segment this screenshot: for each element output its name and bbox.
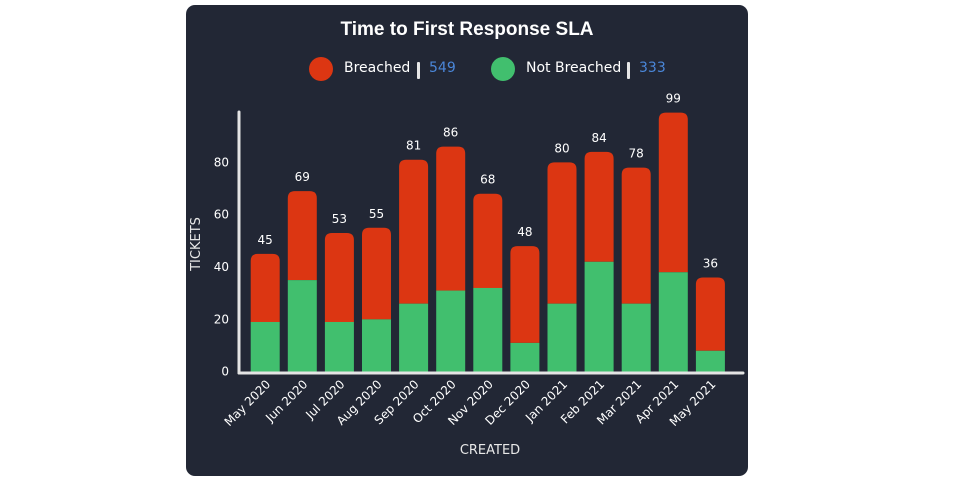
bar-not-breached[interactable] (584, 261, 614, 372)
bar-total-label: 68 (480, 173, 495, 187)
legend-not-breached-marker[interactable] (491, 57, 515, 81)
legend: Breached 549 Not Breached 333 (186, 57, 748, 83)
bar-total-label: 45 (258, 233, 273, 247)
bar-total-label: 36 (703, 256, 718, 270)
bar-breached[interactable] (658, 112, 688, 273)
bar-not-breached[interactable] (287, 280, 317, 372)
chart-title: Time to First Response SLA (340, 19, 594, 40)
bars-group (250, 112, 725, 372)
y-tick-labels: 0 20 40 60 80 (214, 155, 229, 378)
bar-total-label: 69 (295, 170, 310, 184)
y-tick-label: 40 (214, 260, 229, 274)
bar-total-label: 80 (554, 141, 569, 155)
x-tick-label: May 2020 (222, 377, 274, 429)
bar-breached[interactable] (584, 151, 614, 262)
bar-total-label: 55 (369, 207, 384, 221)
bar-breached[interactable] (510, 246, 540, 343)
y-tick-label: 60 (214, 208, 229, 222)
value-labels: 45 69 53 55 81 86 68 48 80 84 78 99 36 (258, 92, 718, 271)
y-tick-label: 20 (214, 312, 229, 326)
bar-total-label: 84 (591, 131, 606, 145)
bar-total-label: 86 (443, 126, 458, 140)
chart-card: Time to First Response SLA Breached 549 … (186, 5, 748, 476)
bar-not-breached[interactable] (510, 342, 540, 372)
y-axis-title: TICKETS (189, 217, 204, 272)
bar-breached[interactable] (436, 146, 466, 291)
bar-breached[interactable] (399, 159, 429, 304)
bar-total-label: 53 (332, 212, 347, 226)
legend-breached-marker[interactable] (309, 57, 333, 81)
bar-not-breached[interactable] (436, 290, 466, 372)
bar-total-label: 48 (517, 225, 532, 239)
bar-total-label: 78 (629, 147, 644, 161)
legend-breached-label[interactable]: Breached (344, 60, 411, 76)
bar-not-breached[interactable] (324, 321, 354, 372)
bar-not-breached[interactable] (399, 303, 429, 372)
legend-not-breached-count: 333 (639, 60, 666, 76)
bar-not-breached[interactable] (695, 350, 725, 372)
bar-breached[interactable] (287, 191, 317, 281)
bar-breached[interactable] (250, 253, 280, 322)
bar-breached[interactable] (547, 162, 577, 304)
bar-total-label: 81 (406, 139, 421, 153)
y-tick-label: 80 (214, 155, 229, 169)
bar-not-breached[interactable] (621, 303, 651, 372)
bar-not-breached[interactable] (473, 287, 503, 372)
bar-not-breached[interactable] (362, 319, 391, 372)
bar-breached[interactable] (621, 167, 651, 304)
bar-not-breached[interactable] (547, 303, 577, 372)
legend-separator (417, 62, 420, 79)
legend-separator (627, 62, 630, 79)
bar-total-label: 99 (666, 92, 681, 106)
bar-not-breached[interactable] (250, 321, 280, 372)
legend-not-breached-label[interactable]: Not Breached (526, 60, 622, 76)
bar-not-breached[interactable] (658, 272, 688, 372)
x-axis-title: CREATED (460, 443, 520, 458)
bar-breached[interactable] (362, 227, 391, 320)
y-tick-label: 0 (221, 365, 229, 379)
bar-breached[interactable] (324, 232, 354, 322)
legend-breached-count: 549 (429, 60, 456, 76)
bar-breached[interactable] (695, 277, 725, 351)
bar-breached[interactable] (473, 193, 503, 288)
